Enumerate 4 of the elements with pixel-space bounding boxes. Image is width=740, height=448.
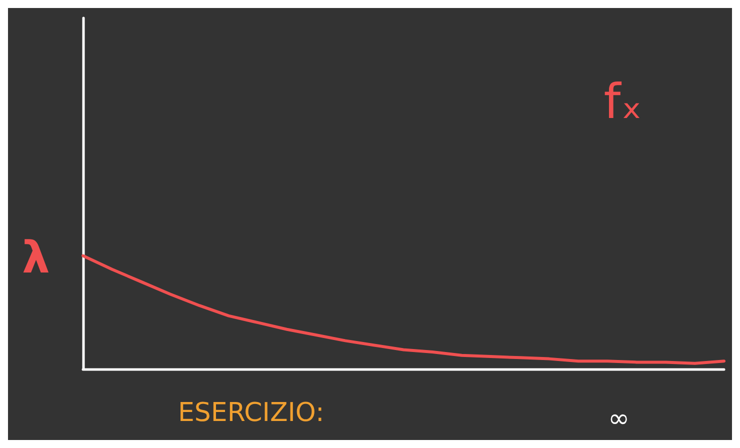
text: fₓ (604, 74, 642, 130)
text: λ (22, 232, 50, 284)
text: ∞ (608, 404, 630, 434)
text: ESERCIZIO: (178, 398, 324, 428)
